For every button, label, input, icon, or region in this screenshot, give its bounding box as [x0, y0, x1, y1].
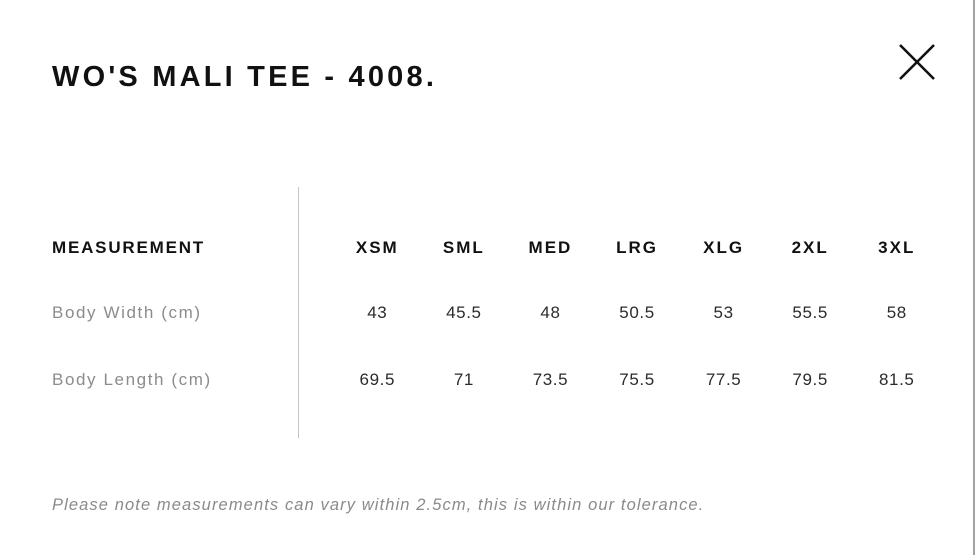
- tolerance-note: Please note measurements can vary within…: [52, 496, 705, 514]
- close-button[interactable]: [894, 40, 940, 84]
- column-header-2xl: 2XL: [791, 238, 829, 257]
- body-width-med: 48: [540, 303, 561, 322]
- body-length-3xl: 81.5: [879, 370, 915, 389]
- row-label-body-width: Body Width (cm): [52, 303, 202, 322]
- size-header-cells: XSM SML MED LRG XLG 2XL 3XL: [334, 238, 940, 258]
- table-header-row: MEASUREMENT XSM SML MED LRG XLG 2XL 3XL: [52, 236, 940, 260]
- column-header-sml: SML: [442, 238, 485, 257]
- modal-title: WO'S MALI TEE - 4008.: [52, 61, 438, 93]
- body-length-xlg: 77.5: [705, 370, 742, 389]
- close-icon: [899, 44, 935, 80]
- table-row-body-length: Body Length (cm) 69.5 71 73.5 75.5 77.5 …: [52, 368, 940, 392]
- body-length-lrg: 75.5: [619, 370, 655, 389]
- body-length-sml: 71: [453, 370, 474, 389]
- body-width-sml: 45.5: [446, 303, 482, 322]
- size-table: MEASUREMENT XSM SML MED LRG XLG 2XL 3XL …: [52, 187, 940, 438]
- column-header-xsm: XSM: [355, 238, 399, 257]
- row-label-body-length: Body Length (cm): [52, 370, 212, 389]
- column-header-med: MED: [528, 238, 573, 257]
- body-length-med: 73.5: [532, 370, 569, 389]
- body-width-xsm: 43: [367, 303, 388, 322]
- column-header-lrg: LRG: [616, 238, 658, 257]
- body-width-3xl: 58: [886, 303, 907, 322]
- column-header-measurement: MEASUREMENT: [52, 238, 205, 257]
- column-header-xlg: XLG: [703, 238, 745, 257]
- column-header-3xl: 3XL: [878, 238, 916, 257]
- body-width-xlg: 53: [713, 303, 734, 322]
- body-width-cells: 43 45.5 48 50.5 53 55.5 58: [334, 303, 940, 323]
- body-length-cells: 69.5 71 73.5 75.5 77.5 79.5 81.5: [334, 370, 940, 390]
- body-width-lrg: 50.5: [619, 303, 655, 322]
- body-length-xsm: 69.5: [359, 370, 396, 389]
- table-row-body-width: Body Width (cm) 43 45.5 48 50.5 53 55.5 …: [52, 301, 940, 325]
- body-width-2xl: 55.5: [792, 303, 828, 322]
- table-divider: [298, 187, 299, 438]
- body-length-2xl: 79.5: [792, 370, 828, 389]
- modal-edge-line: [973, 0, 975, 555]
